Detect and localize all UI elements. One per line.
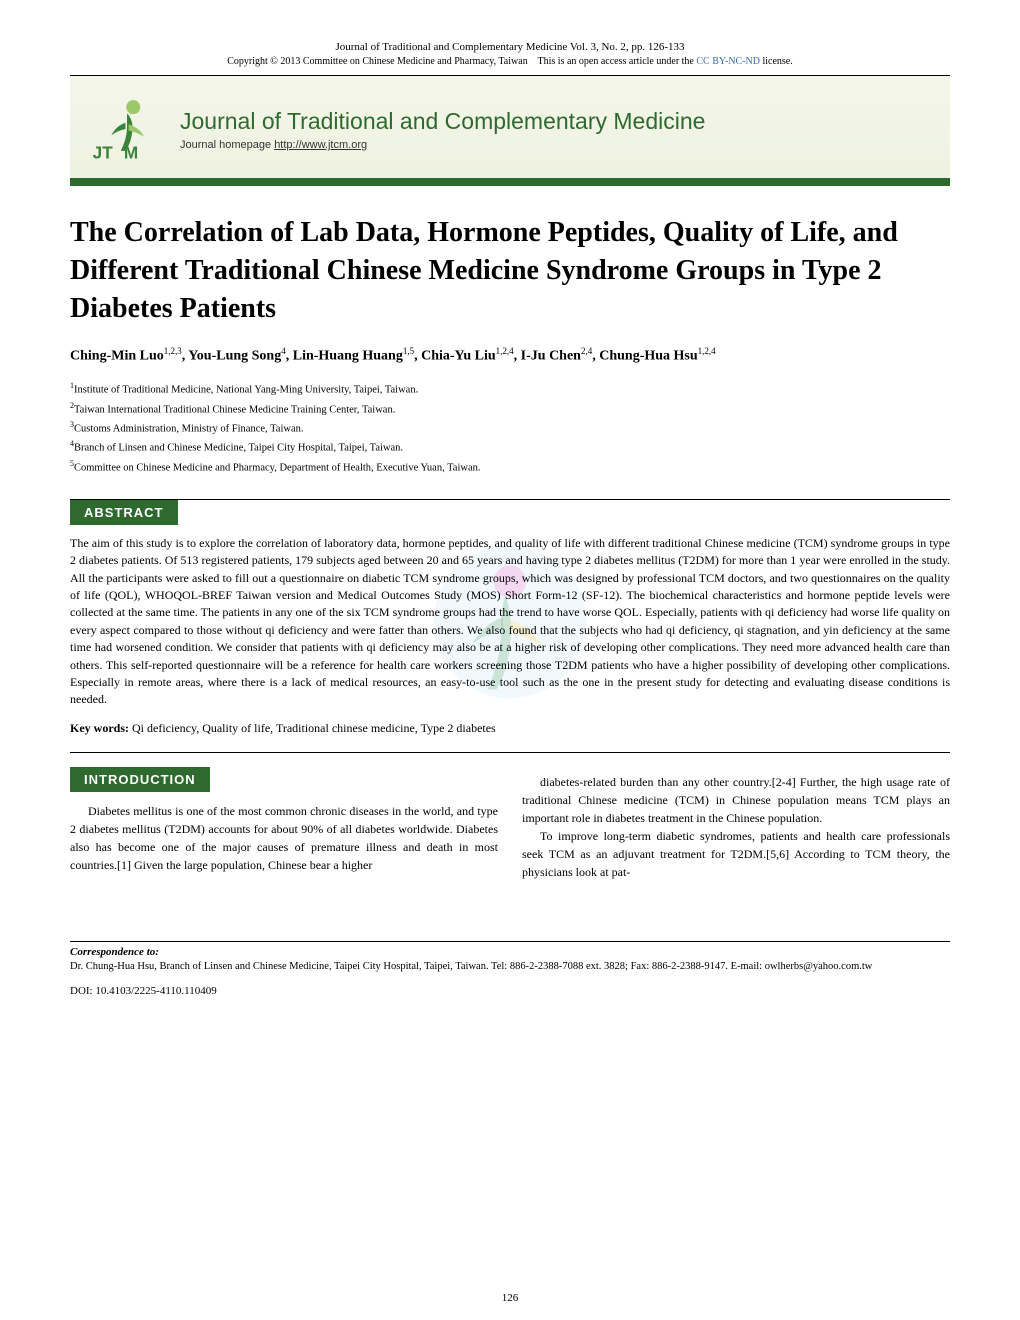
banner-text: Journal of Traditional and Complementary… (180, 108, 932, 151)
abstract-header: ABSTRACT (70, 500, 178, 525)
green-bar (70, 178, 950, 186)
header-line2: Copyright © 2013 Committee on Chinese Me… (70, 55, 950, 69)
license-link[interactable]: CC BY-NC-ND (696, 56, 760, 67)
right-column: diabetes-related burden than any other c… (522, 761, 950, 881)
homepage-link[interactable]: http://www.jtcm.org (274, 139, 367, 151)
authors: Ching-Min Luo1,2,3, You-Lung Song4, Lin-… (70, 346, 950, 365)
abstract-body: The aim of this study is to explore the … (70, 535, 950, 709)
abstract-text: The aim of this study is to explore the … (70, 535, 950, 709)
svg-text:M: M (124, 143, 138, 163)
doi: DOI: 10.4103/2225-4110.110409 (70, 985, 950, 997)
correspondence-body: Dr. Chung-Hua Hsu, Branch of Linsen and … (70, 960, 950, 975)
page-number: 126 (0, 1292, 1020, 1304)
intro-right: diabetes-related burden than any other c… (522, 773, 950, 881)
keywords: Key words: Qi deficiency, Quality of lif… (70, 721, 950, 736)
keywords-text: Qi deficiency, Quality of life, Traditio… (129, 721, 496, 735)
body-columns: INTRODUCTION Diabetes mellitus is one of… (70, 761, 950, 881)
intro-left: Diabetes mellitus is one of the most com… (70, 802, 498, 874)
introduction-header: INTRODUCTION (70, 767, 210, 792)
banner-subtitle: Journal homepage http://www.jtcm.org (180, 139, 932, 151)
left-column: INTRODUCTION Diabetes mellitus is one of… (70, 761, 498, 881)
svg-text:JT: JT (93, 143, 114, 163)
header-line1: Journal of Traditional and Complementary… (70, 40, 950, 55)
banner-title: Journal of Traditional and Complementary… (180, 108, 932, 135)
journal-header: Journal of Traditional and Complementary… (70, 40, 950, 69)
abstract-section: ABSTRACT (70, 499, 950, 525)
correspondence-label: Correspondence to: (70, 946, 950, 958)
article-title: The Correlation of Lab Data, Hormone Pep… (70, 214, 950, 327)
journal-banner: JT M Journal of Traditional and Compleme… (70, 76, 950, 178)
divider (70, 752, 950, 753)
footer: Correspondence to: Dr. Chung-Hua Hsu, Br… (70, 941, 950, 997)
keywords-label: Key words: (70, 721, 129, 735)
introduction-section: INTRODUCTION (70, 767, 498, 792)
journal-logo-icon: JT M (88, 90, 166, 168)
affiliations: 1Institute of Traditional Medicine, Nati… (70, 380, 950, 476)
